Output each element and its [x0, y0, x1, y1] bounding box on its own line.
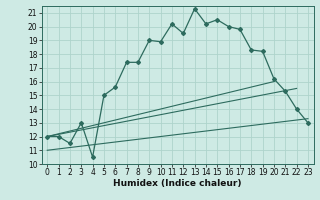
X-axis label: Humidex (Indice chaleur): Humidex (Indice chaleur)	[113, 179, 242, 188]
